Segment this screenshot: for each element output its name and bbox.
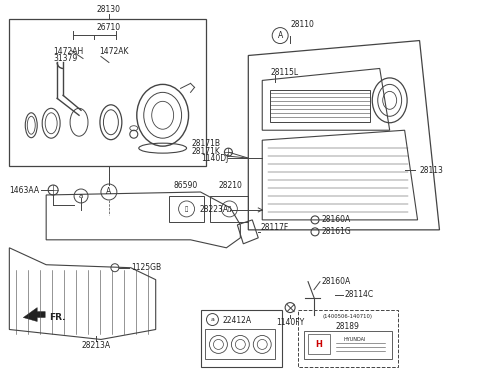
Text: 28110: 28110 — [290, 19, 314, 29]
Bar — [205, 330, 275, 359]
Text: 28115L: 28115L — [270, 69, 299, 77]
Text: (1400506-140710): (1400506-140710) — [323, 314, 373, 319]
Bar — [210, 196, 248, 222]
Text: 28160A: 28160A — [322, 215, 351, 224]
Text: H: H — [315, 340, 323, 349]
Text: Ⓑ: Ⓑ — [228, 206, 231, 212]
Text: 28213A: 28213A — [82, 341, 110, 351]
Text: a: a — [79, 193, 83, 199]
Bar — [308, 335, 330, 354]
Text: 28117F: 28117F — [260, 223, 288, 232]
Polygon shape — [23, 307, 45, 322]
Bar — [270, 90, 370, 122]
Text: 28160A: 28160A — [322, 277, 351, 286]
Text: A: A — [106, 187, 111, 197]
Bar — [168, 196, 204, 222]
Text: 1472AK: 1472AK — [99, 46, 129, 56]
Text: A: A — [277, 31, 283, 40]
Text: 1125GB: 1125GB — [131, 263, 161, 272]
Bar — [304, 331, 392, 359]
Text: 1140DJ: 1140DJ — [201, 154, 228, 163]
Text: 26710: 26710 — [97, 22, 121, 32]
Text: 86590: 86590 — [173, 181, 198, 190]
Bar — [201, 310, 282, 367]
Text: 22412A: 22412A — [222, 315, 252, 325]
Text: 28114C: 28114C — [345, 290, 374, 299]
Text: 28210: 28210 — [218, 181, 242, 190]
Text: 28171K: 28171K — [192, 147, 220, 156]
Text: 28113: 28113 — [420, 166, 444, 174]
Text: Ⓑ: Ⓑ — [185, 206, 188, 212]
Bar — [9, 19, 206, 166]
Text: 28171B: 28171B — [192, 139, 220, 148]
Bar — [298, 310, 397, 367]
Text: 1140FY: 1140FY — [276, 317, 304, 327]
Text: 28189: 28189 — [336, 322, 360, 331]
Text: HYUNDAI: HYUNDAI — [344, 337, 366, 342]
Text: 28223A: 28223A — [199, 205, 228, 215]
Text: 28130: 28130 — [97, 5, 121, 14]
Text: 1463AA: 1463AA — [9, 186, 39, 195]
Text: 28161G: 28161G — [322, 227, 352, 236]
Text: FR.: FR. — [49, 312, 66, 322]
Text: 31379: 31379 — [53, 54, 77, 64]
Text: 1472AH: 1472AH — [53, 46, 84, 56]
Text: a: a — [211, 317, 215, 322]
